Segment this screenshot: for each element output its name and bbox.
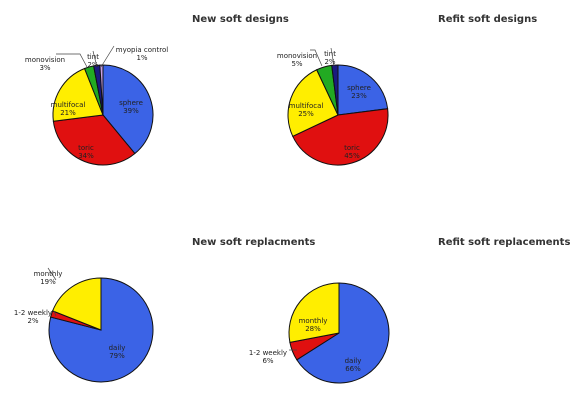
chart-title-refit-soft-replacements: Refit soft replacements	[438, 237, 571, 248]
pie0-label-toric: toric	[78, 144, 94, 152]
pie0-value-tint: 2%	[87, 61, 98, 69]
pie2-value-daily: 79%	[109, 352, 125, 360]
pie0-leader-myopia-control	[100, 45, 115, 68]
pie1-label-tint: tint	[324, 50, 336, 58]
pie0-label-myopia-control: myopia control	[116, 46, 168, 54]
pie1-label-toric: toric	[344, 144, 360, 152]
chart-title-refit-soft-designs: Refit soft designs	[438, 14, 538, 25]
pie0-label-monovision: monovision	[25, 56, 65, 64]
pie1-slice-tint	[331, 64, 339, 116]
pie2-label-daily: daily	[109, 344, 126, 352]
pie1-leader-tint	[330, 47, 335, 67]
pie1-slice-sphere	[337, 64, 389, 116]
chart-title-new-soft-designs: New soft designs	[192, 14, 289, 25]
pie3-value-monthly: 28%	[305, 325, 321, 333]
pie0-leader-tint	[92, 50, 98, 68]
pie0-slice-sphere	[102, 64, 154, 155]
pie0-label-sphere: sphere	[119, 99, 143, 107]
pie1-label-multifocal: multifocal	[289, 102, 324, 110]
pie2-slice-daily	[48, 277, 154, 383]
pie1-value-toric: 45%	[344, 152, 360, 160]
pie2-value-monthly: 19%	[40, 278, 56, 286]
pie0-label-tint: tint	[87, 53, 99, 61]
pie1-slice-multifocal	[287, 69, 339, 137]
pie1-value-tint: 2%	[324, 58, 335, 66]
pie3-value-daily: 66%	[345, 365, 361, 373]
pie3-label-1-2-weekly: 1-2 weekly	[249, 349, 287, 357]
pie1-leader-monovision	[310, 49, 323, 67]
pie0-slice-myopia-control	[99, 64, 104, 116]
pie0-leader-monovision	[56, 53, 88, 68]
pie3-label-monthly: monthly	[299, 317, 328, 325]
pie0-value-toric: 34%	[78, 152, 94, 160]
pie2-leader-monthly	[47, 267, 57, 281]
pie0-slice-multifocal	[52, 67, 104, 122]
pie3-label-daily: daily	[345, 357, 362, 365]
pie0-label-multifocal: multifocal	[51, 101, 86, 109]
pie2-label-monthly: monthly	[34, 270, 63, 278]
pie0-slice-toric	[52, 114, 136, 166]
pie0-value-monovision: 3%	[39, 64, 50, 72]
pie3-slice-daily	[296, 282, 390, 384]
pie1-label-sphere: sphere	[347, 84, 371, 92]
chart-title-new-soft-replacements: New soft replacments	[192, 237, 316, 248]
pie3-value-1-2-weekly: 6%	[262, 357, 273, 365]
pie1-slice-toric	[292, 108, 389, 166]
pie0-value-myopia-control: 1%	[136, 54, 147, 62]
pie3-slice-monthly	[288, 282, 340, 343]
pie2-slice-monthly	[52, 277, 102, 331]
pie1-label-monovision: monovision	[277, 52, 317, 60]
pie1-value-sphere: 23%	[351, 92, 367, 100]
pie1-value-monovision: 5%	[291, 60, 302, 68]
pie0-value-sphere: 39%	[123, 107, 139, 115]
pie2-value-1-2-weekly: 2%	[27, 317, 38, 325]
pie2-leader-1-2-weekly	[53, 310, 57, 317]
pie0-value-multifocal: 21%	[60, 109, 76, 117]
pie2-label-1-2-weekly: 1-2 weekly	[14, 309, 52, 317]
pie1-value-multifocal: 25%	[298, 110, 314, 118]
